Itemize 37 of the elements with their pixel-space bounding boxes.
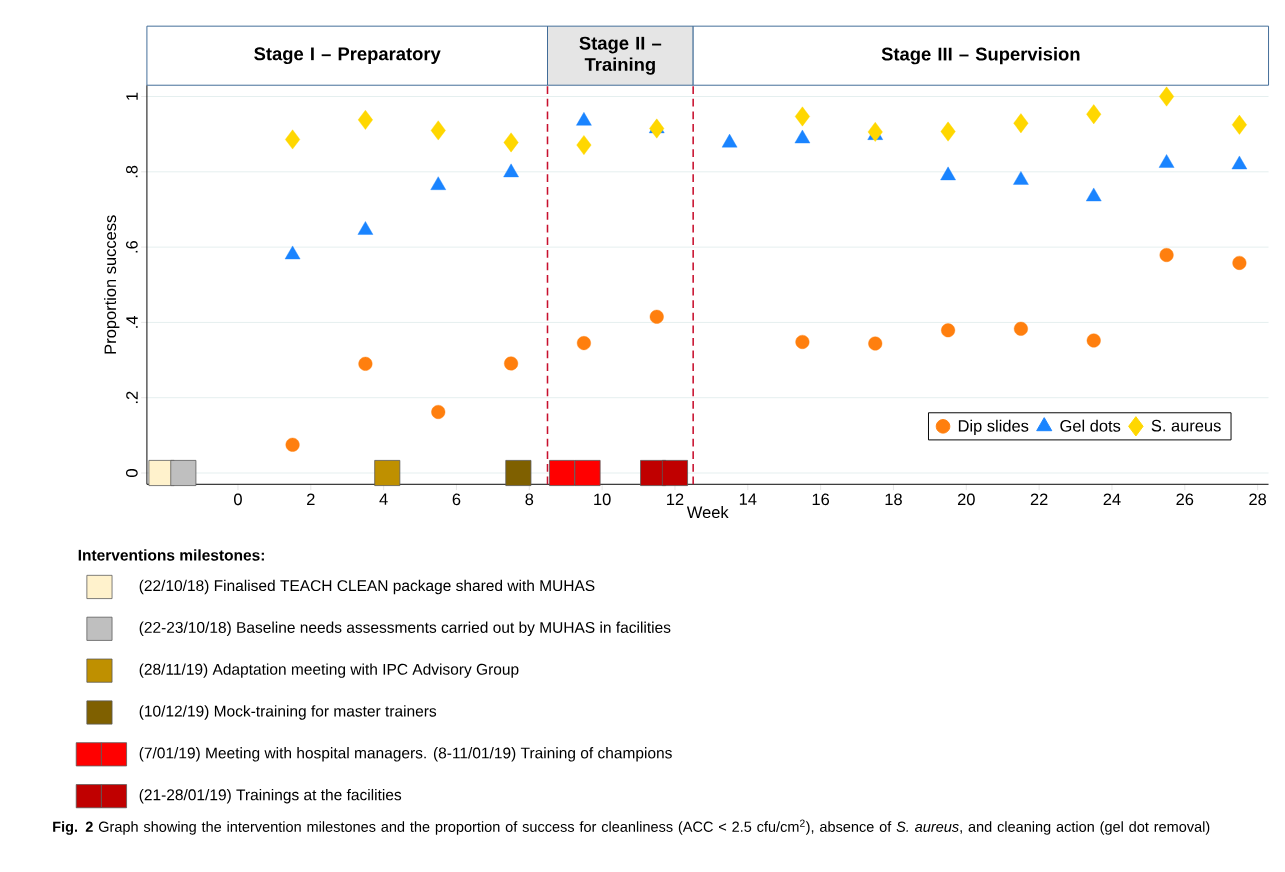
- x-tick-label: 12: [667, 493, 684, 506]
- y-tick-label: 1: [126, 92, 138, 100]
- x-tick-label: 6: [452, 493, 461, 506]
- x-tick-label: 4: [379, 493, 388, 505]
- legend-label: Dip slides: [958, 419, 1029, 436]
- text: (28/11/19) Adaptation meeting with IPC Advisory Group: [139, 663, 519, 679]
- text: (7/01/19) Meeting with hospital managers. (8-11/01/19) Training of champions: [139, 747, 672, 762]
- legend-label: S. aureus: [1151, 420, 1221, 432]
- x-tick-label: 14: [739, 493, 757, 505]
- x-tick-label: 2: [307, 493, 315, 506]
- text: (22/10/18) Finalised TEACH CLEAN package shared with MUHAS: [139, 579, 595, 595]
- text: (10/12/19) Mock-training for master trainers: [139, 705, 437, 720]
- y-tick-label: 0: [126, 469, 138, 478]
- text: (21-28/01/19) Trainings at the facilities: [139, 789, 402, 804]
- x-tick-label: 26: [1176, 493, 1194, 506]
- y-tick-label: .2: [126, 391, 138, 404]
- y-tick-label: .4: [126, 316, 138, 328]
- text: Interventions milestones:: [78, 549, 264, 561]
- y-tick-label: .6: [126, 241, 138, 253]
- x-axis-title: Week: [686, 506, 729, 519]
- text: Stage I – Preparatory: [254, 47, 441, 65]
- text: Stage II – Training: [579, 36, 662, 75]
- x-tick-label: 16: [812, 493, 830, 506]
- y-axis-title: Proportion success: [104, 215, 120, 354]
- x-tick-label: 8: [525, 493, 534, 506]
- text: Fig. 2 Graph showing the intervention milestones and the proportion of success for cleanliness (ACC < 2.5 cfu/cm$^{2}$), absence of S. aureus, and cleaning action (gel dot removal): [53, 819, 1210, 835]
- x-tick-label: 10: [594, 493, 611, 506]
- x-tick-label: 28: [1249, 493, 1267, 506]
- y-tick-label: .8: [126, 165, 138, 178]
- x-tick-label: 20: [957, 493, 975, 506]
- text: (22-23/10/18) Baseline needs assessments carried out by MUHAS in facilities: [139, 621, 671, 637]
- x-tick-label: 18: [885, 493, 902, 506]
- x-tick-label: 22: [1030, 493, 1048, 506]
- text: Stage III – Supervision: [881, 47, 1080, 65]
- legend-label: Gel dots: [1060, 419, 1121, 432]
- x-tick-label: 0: [234, 493, 242, 506]
- x-tick-label: 24: [1103, 493, 1121, 506]
